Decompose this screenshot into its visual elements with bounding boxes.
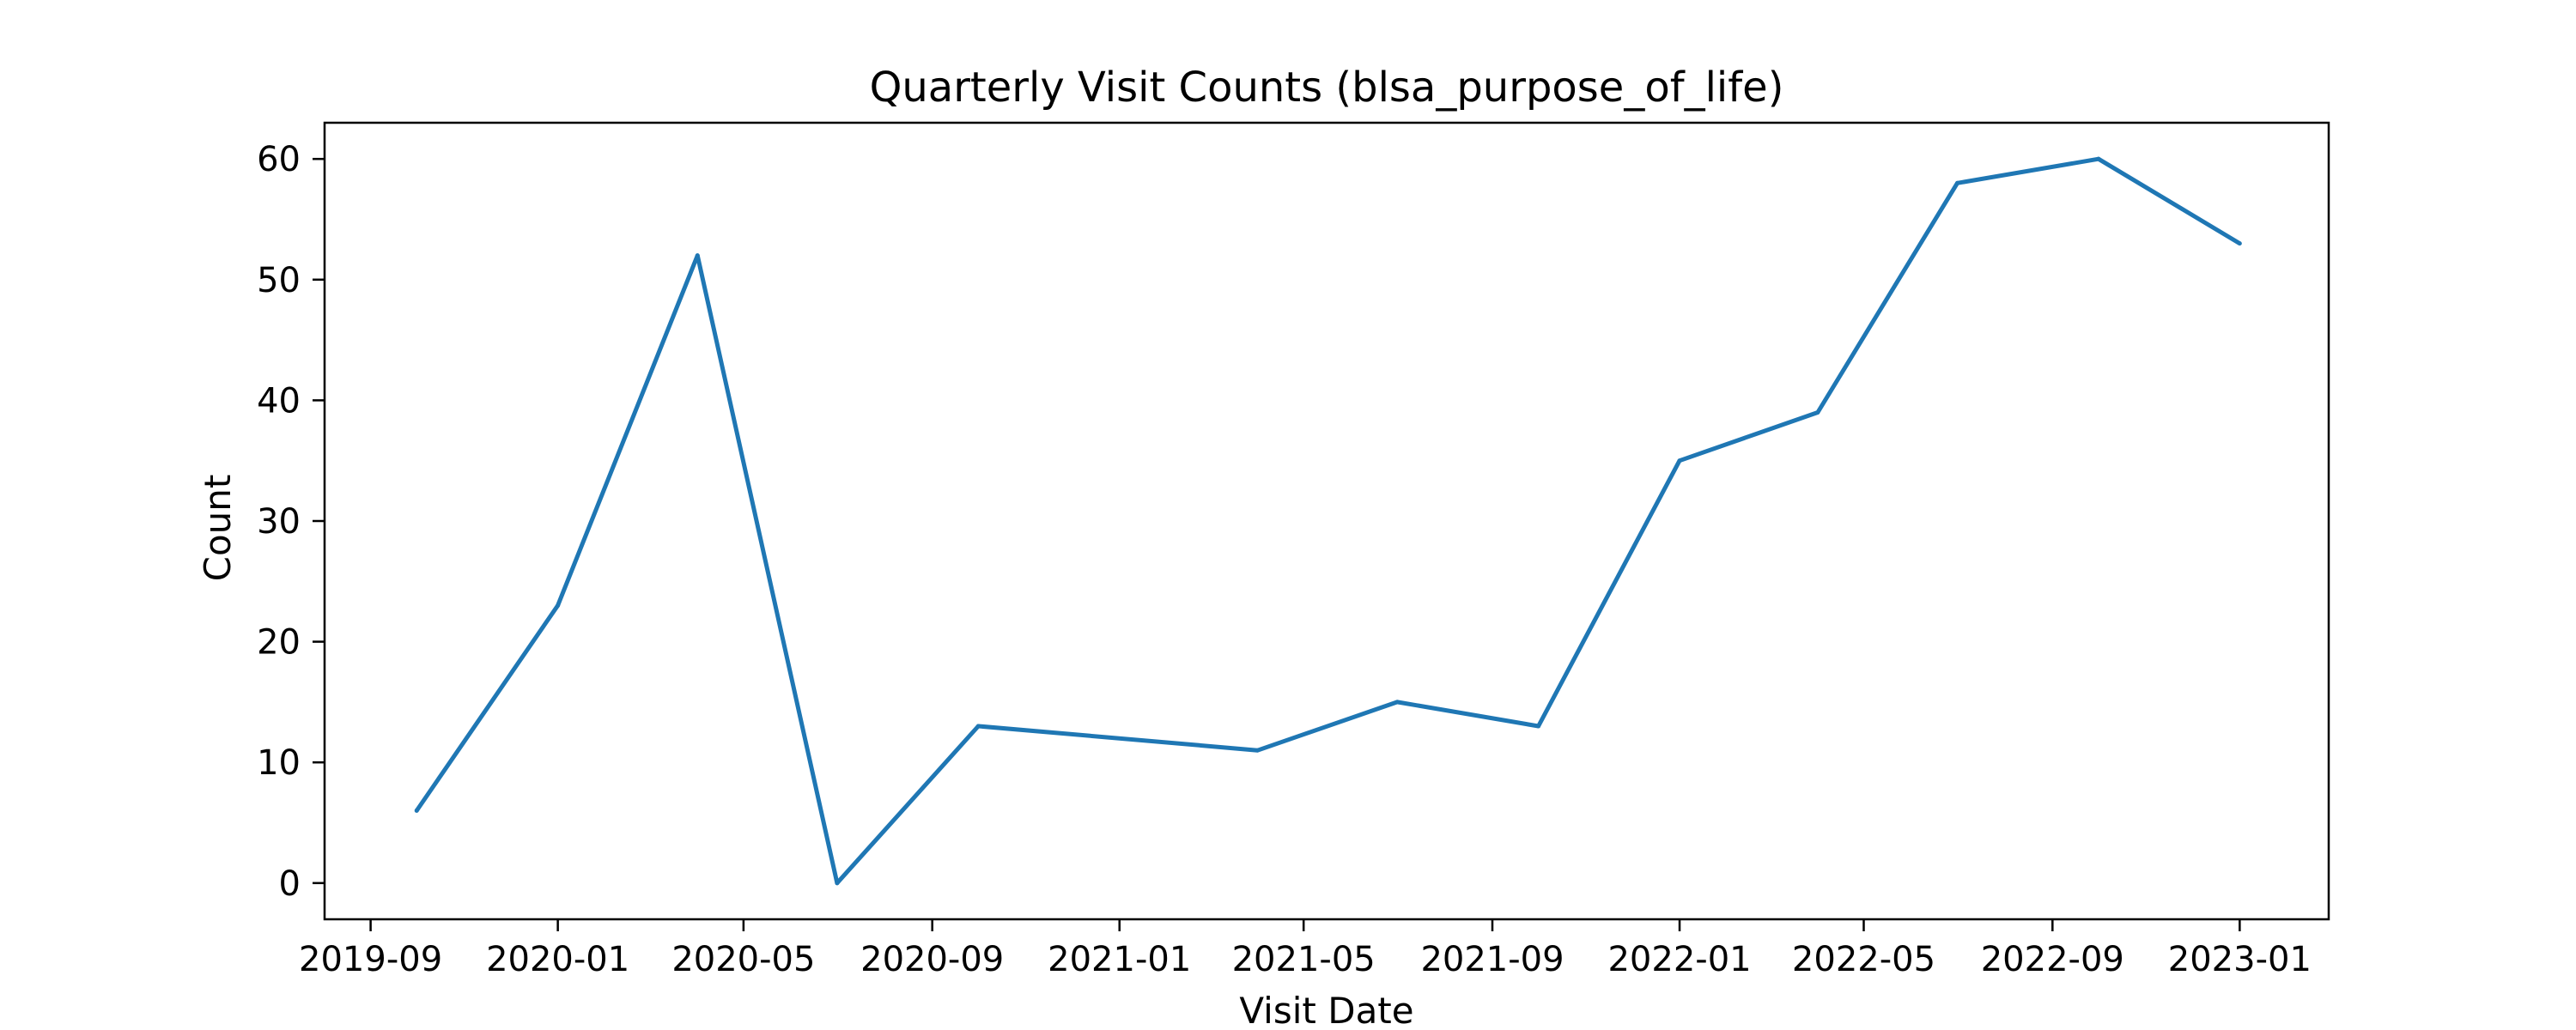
data-point [1255,748,1261,753]
y-tick-label: 10 [257,743,301,783]
x-tick-label: 2021-01 [1048,940,1191,979]
data-point [975,724,981,729]
data-point [835,881,840,886]
y-tick-label: 60 [257,140,301,179]
data-point [556,603,561,608]
x-axis-title: Visit Date [1239,990,1413,1030]
x-tick-label: 2022-05 [1792,940,1935,979]
data-point [695,253,700,258]
x-tick-label: 2019-09 [299,940,442,979]
x-tick-label: 2021-05 [1232,940,1376,979]
y-tick-label: 40 [257,381,301,421]
x-tick-label: 2020-01 [486,940,629,979]
data-point [2237,241,2242,246]
y-tick-label: 0 [279,864,301,904]
data-point [1677,458,1682,464]
x-tick-label: 2022-01 [1607,940,1751,979]
plot-area: 0 10 20 30 40 50 60 2019-09 2020-01 2020-05 2020-0… [257,121,2330,979]
y-tick-label: 20 [257,623,301,663]
data-point [1815,409,1820,415]
x-tick-label: 2021-09 [1420,940,1564,979]
data-point [1536,724,1541,729]
x-tick-label: 2023-01 [2168,940,2312,979]
x-tick-label: 2020-09 [860,940,1004,979]
data-point [1955,180,1960,185]
x-tick-label: 2022-09 [1981,940,2124,979]
data-point [414,808,419,813]
data-point [2096,156,2101,161]
series-line [415,156,2241,886]
y-tick-label: 50 [257,261,301,300]
plot-frame [323,121,2330,921]
data-point [1394,700,1400,705]
y-tick-label: 30 [257,502,301,542]
y-axis-title: Count [197,475,239,582]
x-tick-label: 2020-05 [671,940,815,979]
chart-title: Quarterly Visit Counts (blsa_purpose_of_… [870,64,1784,112]
